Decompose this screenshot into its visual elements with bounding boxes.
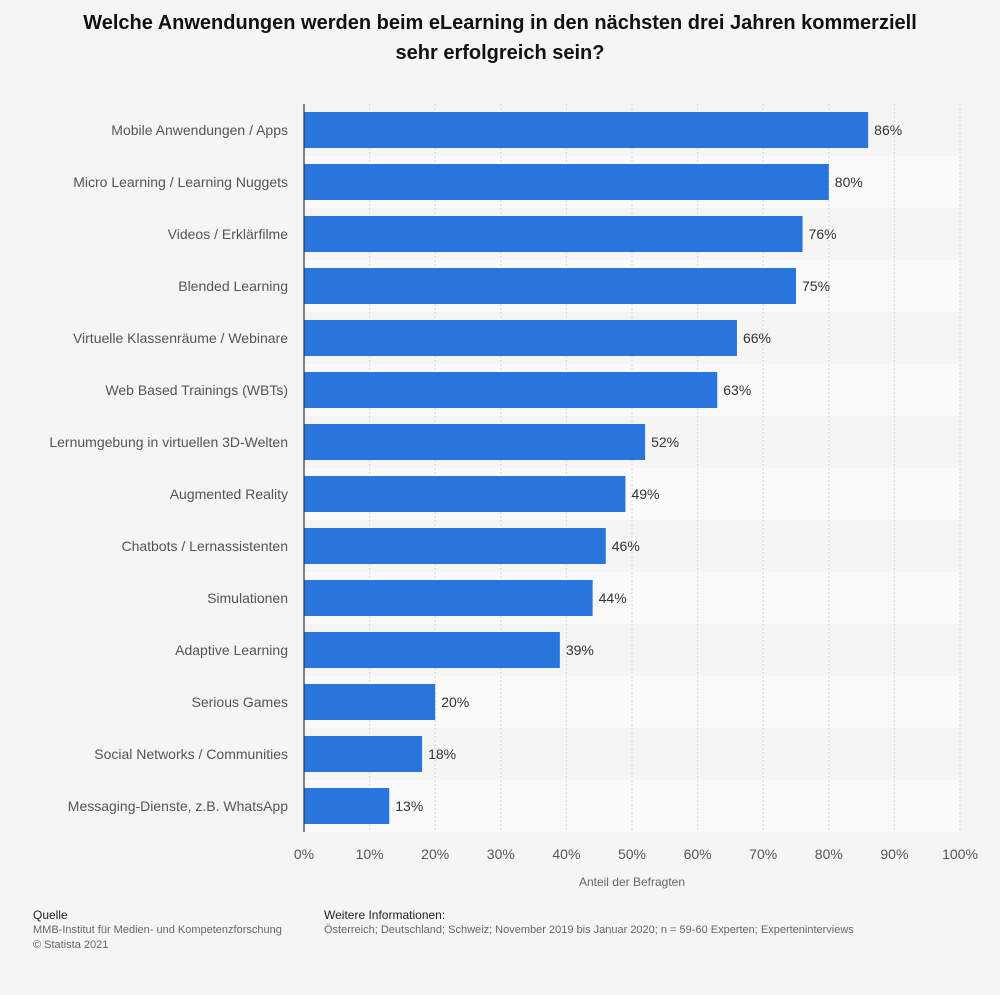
bars: [304, 112, 869, 824]
category-label: Serious Games: [192, 694, 288, 710]
x-tick-label: 10%: [356, 846, 384, 862]
bar[interactable]: [304, 424, 646, 460]
category-label: Micro Learning / Learning Nuggets: [73, 174, 288, 190]
info-block: Weitere Informationen: Österreich; Deuts…: [324, 908, 984, 938]
category-label: Social Networks / Communities: [94, 746, 288, 762]
chart-title: Welche Anwendungen werden beim eLearning…: [83, 12, 917, 64]
info-heading: Weitere Informationen:: [324, 908, 446, 922]
bar[interactable]: [304, 476, 626, 512]
bar[interactable]: [304, 788, 390, 824]
category-label: Mobile Anwendungen / Apps: [111, 122, 288, 138]
category-label: Chatbots / Lernassistenten: [121, 538, 288, 554]
bar[interactable]: [304, 372, 718, 408]
x-tick-label: 70%: [749, 846, 777, 862]
bar-chart: Mobile Anwendungen / Apps Micro Learning …: [49, 104, 978, 889]
copyright-text: © Statista 2021: [33, 939, 109, 951]
bar[interactable]: [304, 632, 560, 668]
x-tick-label: 40%: [552, 846, 580, 862]
x-axis-label: Anteil der Befragten: [579, 875, 685, 889]
value-label: 39%: [566, 642, 594, 658]
x-tick-label: 90%: [880, 846, 908, 862]
info-text: Österreich; Deutschland; Schweiz; Novemb…: [324, 924, 854, 936]
value-label: 46%: [612, 538, 640, 554]
category-label: Videos / Erklärfilme: [168, 226, 289, 242]
value-label: 86%: [874, 122, 902, 138]
value-label: 44%: [599, 590, 627, 606]
x-tick-label: 80%: [815, 846, 843, 862]
value-label: 66%: [743, 330, 771, 346]
category-label: Blended Learning: [178, 278, 288, 294]
bar[interactable]: [304, 112, 869, 148]
x-tick-label: 60%: [684, 846, 712, 862]
source-block: Quelle MMB-Institut für Medien- und Komp…: [33, 908, 323, 953]
bar[interactable]: [304, 320, 737, 356]
value-label: 63%: [723, 382, 751, 398]
bar[interactable]: [304, 580, 593, 616]
x-tick-label: 100%: [942, 846, 978, 862]
category-label: Virtuelle Klassenräume / Webinare: [73, 330, 288, 346]
x-tick-label: 50%: [618, 846, 646, 862]
bar[interactable]: [304, 736, 423, 772]
category-label: Adaptive Learning: [175, 642, 288, 658]
category-labels: Mobile Anwendungen / Apps Micro Learning …: [49, 122, 288, 814]
value-label: 75%: [802, 278, 830, 294]
x-tick-label: 0%: [294, 846, 314, 862]
bar[interactable]: [304, 528, 606, 564]
value-labels: 86% 80% 76% 75% 66% 63% 52% 49% 46% 44% 39% 20% 18% 1…: [395, 122, 902, 814]
category-label: Lernumgebung in virtuellen 3D-Welten: [49, 434, 288, 450]
x-tick-labels: 0% 10% 20% 30% 40% 50% 60% 70% 80% 90% 100%: [294, 846, 978, 862]
source-text: MMB-Institut für Medien- und Kompetenzfo…: [33, 924, 282, 936]
bar[interactable]: [304, 216, 803, 252]
category-label: Augmented Reality: [170, 486, 288, 502]
value-label: 13%: [395, 798, 423, 814]
category-label: Messaging-Dienste, z.B. WhatsApp: [68, 798, 288, 814]
bar[interactable]: [304, 164, 829, 200]
value-label: 18%: [428, 746, 456, 762]
value-label: 20%: [441, 694, 469, 710]
value-label: 76%: [809, 226, 837, 242]
value-label: 80%: [835, 174, 863, 190]
value-label: 52%: [651, 434, 679, 450]
x-tick-label: 30%: [487, 846, 515, 862]
x-tick-label: 20%: [421, 846, 449, 862]
category-label: Simulationen: [207, 590, 288, 606]
bar[interactable]: [304, 268, 796, 304]
category-label: Web Based Trainings (WBTs): [105, 382, 288, 398]
source-heading: Quelle: [33, 908, 68, 922]
value-label: 49%: [631, 486, 659, 502]
bar[interactable]: [304, 684, 436, 720]
